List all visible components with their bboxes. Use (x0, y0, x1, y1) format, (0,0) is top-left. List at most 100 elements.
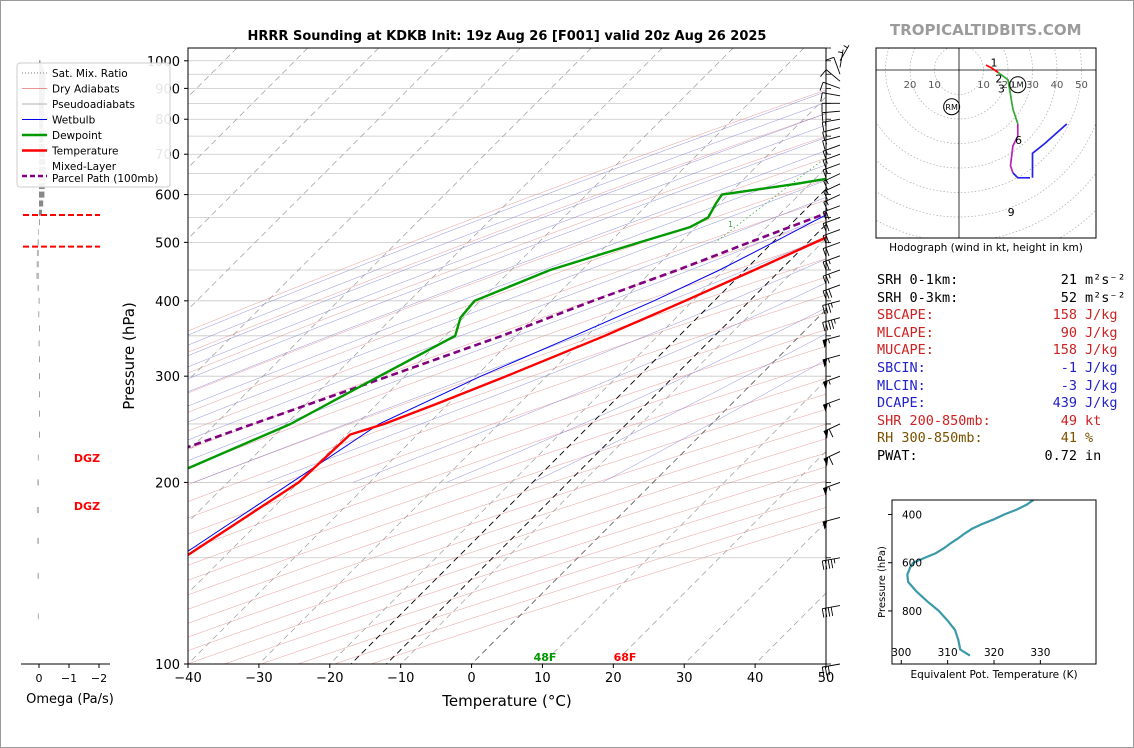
wind-barb-flag (823, 429, 829, 439)
moist-adiabat-line (188, 113, 826, 357)
wind-barb-full (821, 667, 825, 677)
wind-barb-full (828, 456, 834, 465)
wind-barb-half (828, 259, 831, 265)
hodograph-height-label: 3 (998, 82, 1005, 95)
index-unit: J/kg (1085, 307, 1118, 324)
isotherm-line (683, 521, 826, 664)
x-tick-label: −40 (174, 671, 201, 686)
index-label: SRH 0-1km: (877, 272, 959, 288)
wetbulb-line (188, 214, 826, 552)
hodograph-height-label: 9 (1008, 206, 1015, 219)
wind-barb-full (822, 223, 827, 233)
index-row: SRH 0-1km: 21 m²s⁻² (877, 272, 1126, 290)
dgz-label-bottom: DGZ (74, 500, 100, 513)
theta-e-y-tick-label: 600 (902, 558, 922, 570)
index-unit: J/kg (1085, 324, 1118, 341)
omega-bar (39, 356, 40, 363)
theta-e-x-tick-label: 330 (1030, 647, 1050, 659)
omega-bar (39, 325, 40, 332)
hodograph-trace (997, 71, 1014, 110)
isotherm-line (400, 238, 826, 664)
isotherm-line (188, 48, 592, 452)
mixing-ratio-line (919, 48, 1134, 242)
wind-barb-half (825, 200, 829, 206)
moist-adiabat-line (446, 307, 826, 483)
mixing-ratio-label: 1 (728, 220, 733, 229)
hodograph-ring-label: 20 (1002, 80, 1015, 91)
index-label: PWAT: (877, 447, 918, 464)
wind-barb-staff (822, 335, 841, 341)
omega-bar (37, 285, 39, 292)
index-value: 52 (1060, 289, 1077, 306)
wind-barb (821, 118, 841, 132)
y-tick-label: 100 (155, 658, 180, 673)
x-tick-label: 0 (467, 671, 475, 686)
wind-barb-full (822, 248, 827, 258)
index-row: DCAPE: 439 J/kg (877, 395, 1126, 413)
mixing-ratio-label: 4 (845, 220, 850, 229)
isotherm-line (188, 48, 450, 311)
index-row: SBCAPE: 158 J/kg (877, 307, 1126, 325)
wind-barb-full (825, 210, 830, 220)
x-tick-label: −30 (245, 671, 272, 686)
wind-barb (823, 451, 841, 467)
y-tick-label: 600 (155, 189, 180, 204)
legend: Sat. Mix. Ratio Dry Adiabats Pseudoadiabat… (16, 62, 171, 188)
wind-barb (822, 135, 841, 150)
index-unit: J/kg (1085, 359, 1118, 376)
wind-barb-full (822, 235, 827, 245)
theta-e-panel: 300 310 320 330 400 600 800 (888, 499, 1097, 665)
omega-bar (37, 572, 39, 579)
x-tick-label: 40 (747, 671, 764, 686)
wind-barb (822, 241, 841, 258)
isotherm-line (329, 167, 826, 664)
wind-barb (821, 663, 841, 677)
legend-label: Dewpoint (52, 130, 102, 142)
mixing-ratio-line (966, 48, 1134, 242)
wind-barb (822, 317, 841, 332)
wind-barb-half (825, 168, 828, 174)
wind-barb-flag (822, 358, 828, 368)
wind-barb-full (822, 169, 827, 179)
dry-adiabat-line (188, 157, 826, 394)
dry-adiabat-line (188, 329, 826, 551)
index-unit: J/kg (1085, 342, 1118, 359)
isotherm-line (188, 48, 379, 240)
wind-barb-full (822, 211, 827, 221)
moist-adiabat-line (188, 137, 826, 380)
omega-bar (37, 613, 39, 620)
legend-label: Pseudoadiabats (52, 99, 135, 111)
omega-bar (38, 340, 40, 347)
hodograph-trace (1012, 172, 1030, 179)
index-value: -1 (1060, 359, 1077, 376)
moist-adiabat-line (532, 333, 826, 483)
isotherm-line (471, 308, 826, 664)
wind-barb-half (825, 131, 828, 136)
mixing-ratio-label: 30 (1043, 220, 1053, 229)
index-value: 49 (1060, 412, 1077, 429)
legend-label: Dry Adiabats (52, 84, 120, 96)
omega-bar (37, 454, 39, 461)
wind-barb-staff (825, 69, 841, 82)
wind-barb-flag (822, 339, 828, 349)
wind-barb-full (823, 181, 828, 190)
wind-barb-full (821, 112, 824, 122)
hodograph-ring (1059, 209, 1096, 238)
hodograph-ring-label: 10 (977, 80, 990, 91)
mixing-ratio-line (945, 48, 1134, 242)
wind-barb-half (824, 121, 827, 127)
theta-e-x-tick-label: 300 (891, 647, 911, 659)
skewt-axes-frame (187, 47, 827, 665)
dry-adiabat-line (188, 179, 826, 413)
index-label: DCAPE: (877, 395, 926, 412)
wind-barb-full (825, 321, 829, 331)
legend-label: Wetbulb (52, 115, 96, 127)
wind-barb-half (825, 150, 828, 155)
dry-adiabat-line (188, 294, 826, 519)
omega-bar (37, 537, 39, 544)
wind-barb-full (821, 608, 825, 618)
hodograph-trace (985, 64, 999, 74)
wind-barb-full (822, 275, 827, 285)
isotherm-line (613, 450, 826, 664)
